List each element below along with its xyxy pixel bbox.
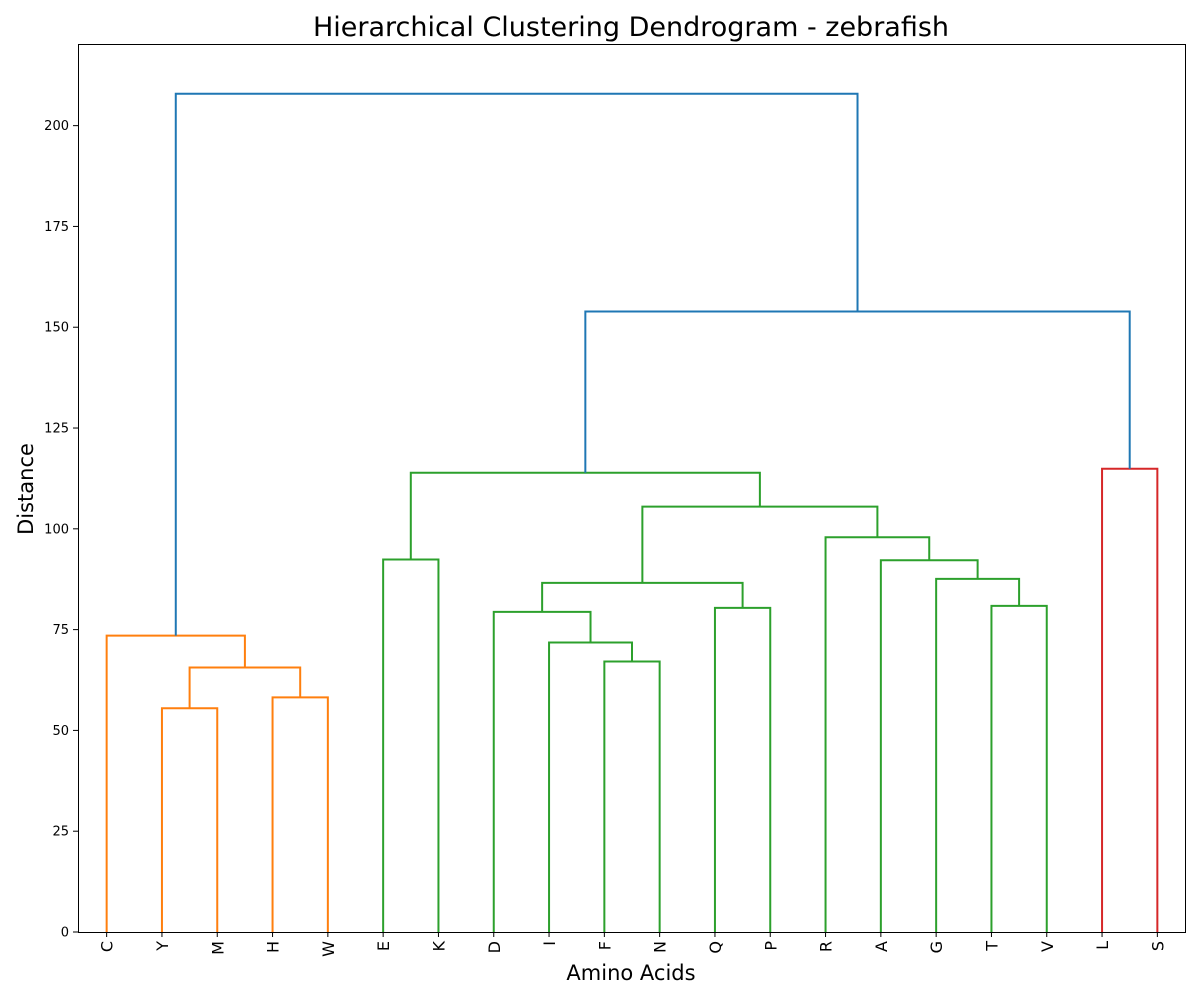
dendrogram-link: [174, 92, 859, 636]
leaf-label: G: [927, 941, 946, 953]
dendrogram-link: [641, 505, 879, 583]
leaf-label: M: [208, 941, 227, 955]
leaf-label: D: [485, 941, 504, 953]
leaf-label: T: [982, 941, 1001, 952]
y-axis-title: Distance: [14, 443, 38, 535]
dendrogram-link: [409, 471, 761, 560]
dendrogram-link: [935, 577, 1021, 932]
y-axis-ticks: 0 25 50 75 100 125 150 175 200: [44, 119, 79, 941]
dendrogram-link: [548, 641, 633, 932]
leaf-label: F: [595, 941, 614, 950]
plot-frame: [78, 44, 1186, 933]
dendrogram-link: [271, 696, 329, 932]
x-axis-title: Amino Acids: [566, 961, 695, 985]
dendrogram-link: [160, 707, 219, 932]
leaf-label: Y: [153, 941, 172, 952]
leaf-label: N: [651, 941, 670, 953]
dendrogram-link: [541, 581, 744, 612]
y-tick-label: 50: [52, 724, 69, 739]
chart-title: Hierarchical Clustering Dendrogram - zeb…: [313, 12, 949, 43]
y-tick-label: 150: [44, 321, 69, 336]
leaf-label: E: [374, 941, 393, 951]
leaf-label: H: [264, 941, 283, 953]
leaf-label: K: [429, 941, 448, 952]
dendrogram-link: [603, 660, 661, 932]
dendrogram-link: [584, 310, 1131, 473]
dendrogram-link: [1101, 467, 1159, 932]
leaf-label: I: [540, 941, 559, 946]
leaf-label: P: [761, 941, 780, 951]
leaf-label: C: [98, 941, 117, 952]
y-tick-label: 125: [44, 422, 69, 437]
dendrogram-link: [713, 606, 772, 932]
y-tick-label: 0: [61, 926, 69, 941]
y-tick-label: 175: [44, 220, 69, 235]
leaf-label: Q: [706, 941, 725, 954]
y-tick-label: 200: [44, 119, 69, 134]
leaf-label: S: [1148, 941, 1167, 951]
leaf-label: L: [1093, 941, 1112, 950]
leaf-label: W: [319, 941, 338, 957]
dendrogram-link: [492, 610, 592, 932]
dendrogram-link: [382, 558, 440, 932]
leaf-label: A: [872, 941, 891, 952]
dendrogram-link: [105, 634, 246, 932]
y-tick-label: 25: [52, 825, 69, 840]
dendrogram-link: [879, 559, 979, 932]
dendrogram-links: [105, 92, 1159, 932]
dendrogram-link: [188, 666, 302, 709]
leaf-label: V: [1038, 941, 1057, 952]
dendrogram-link: [824, 536, 931, 932]
y-tick-label: 75: [52, 623, 69, 638]
dendrogram-link: [990, 604, 1048, 932]
y-tick-label: 100: [44, 522, 69, 537]
leaf-label: R: [817, 941, 836, 952]
